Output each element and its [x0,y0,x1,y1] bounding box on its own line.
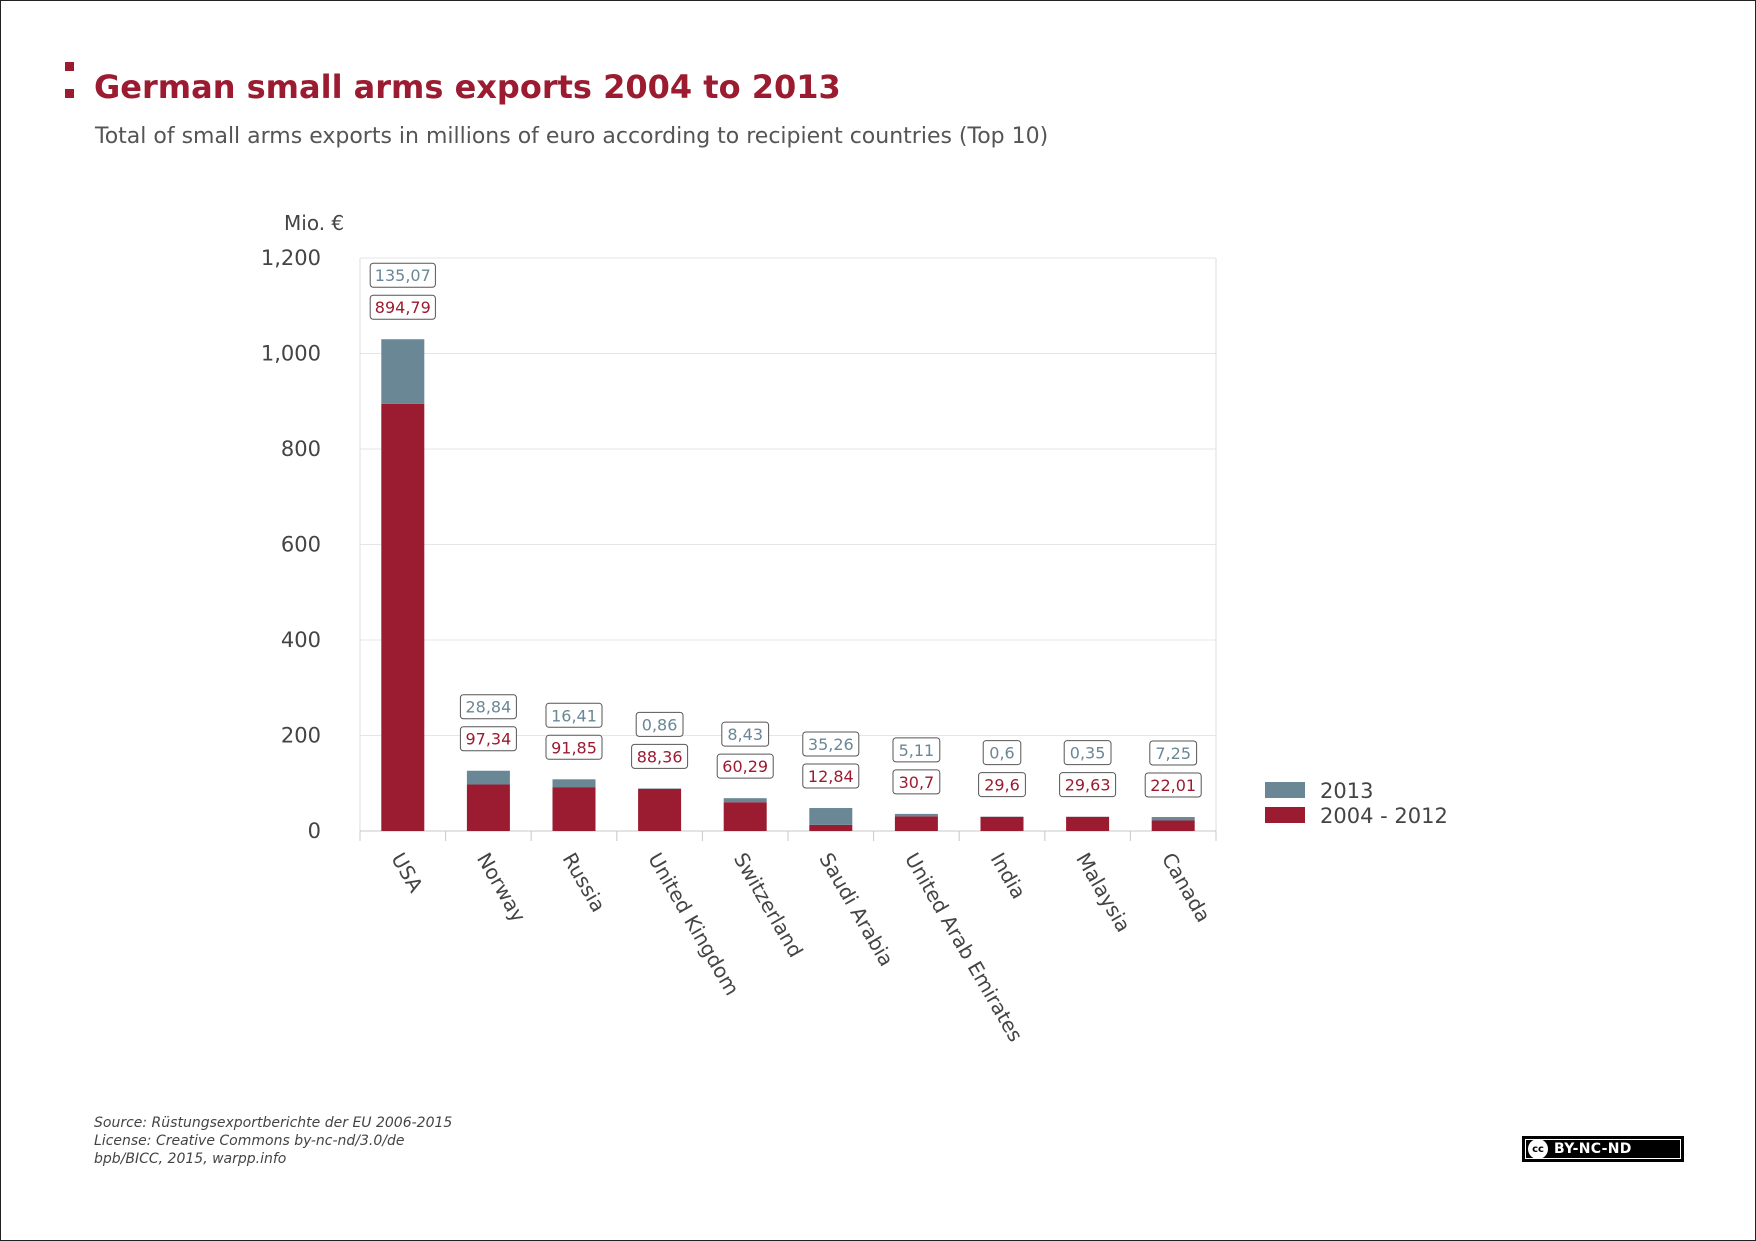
chart-subtitle: Total of small arms exports in millions … [95,124,1049,149]
data-label-2013-box [892,737,941,763]
data-label-2013: 8,43 [727,725,763,744]
y-tick-label: 600 [281,533,321,557]
x-category-label: United Kingdom [643,849,744,1000]
bar-segment-2013 [552,779,596,788]
bar-segment-2004-2012 [552,787,596,831]
x-category-label: USA [386,849,428,897]
data-label-2013-box [459,694,517,720]
data-label-2013-box [802,731,860,757]
title-marker-bottom [65,89,74,98]
data-label-2004-2012-box [978,772,1026,798]
cc-icon: cc [1528,1139,1548,1159]
data-label-2004-2012: 894,79 [375,298,431,317]
bar-segment-2013 [466,770,510,785]
data-label-2004-2012: 29,6 [984,776,1020,795]
bar-segment-2004-2012 [723,802,767,831]
data-label-2004-2012: 29,63 [1065,776,1111,795]
x-category-label: Russia [558,849,611,917]
y-tick-label: 800 [281,437,321,461]
footer-source: Source: Rüstungsexportberichte der EU 20… [94,1115,453,1131]
data-label-2013-box [982,740,1022,766]
bar-segment-2004-2012 [466,784,510,831]
data-label-2013-box [545,702,603,728]
data-label-2013-box [369,262,436,288]
data-label-2013: 35,26 [808,735,854,754]
bar-segment-2004-2012 [1066,816,1110,831]
bar-segment-2013 [1151,817,1195,821]
footer: Source: Rüstungsexportberichte der EU 20… [94,1114,452,1168]
data-label-2004-2012: 88,36 [637,747,683,766]
data-label-2013: 5,11 [899,741,935,760]
data-label-2013: 16,41 [551,706,597,725]
data-label-2004-2012-box [716,753,774,779]
x-category-label: Malaysia [1071,849,1135,937]
data-label-2004-2012: 12,84 [808,767,854,786]
y-tick-label: 200 [281,724,321,748]
bar-segment-2004-2012 [638,788,682,831]
bar-segment-2013 [381,339,425,404]
data-label-2013-box [721,721,770,747]
data-label-2004-2012-box [545,734,603,760]
bar-segment-2013 [723,798,767,803]
data-label-2013-box [1149,740,1198,766]
x-category-label: Norway [472,849,531,927]
data-label-2004-2012-box [369,294,436,320]
data-label-2004-2012-box [802,763,860,789]
data-label-2013: 0,6 [989,744,1014,763]
cc-license-text: BY-NC-ND [1554,1141,1632,1157]
legend-swatch [1265,807,1305,823]
data-label-2004-2012: 22,01 [1150,776,1196,795]
chart-title: German small arms exports 2004 to 2013 [94,68,841,106]
bar-segment-2004-2012 [1151,820,1195,831]
bar-segment-2013 [809,808,853,825]
data-label-2004-2012: 60,29 [722,757,768,776]
data-label-2004-2012: 30,7 [899,773,935,792]
data-label-2013: 0,86 [642,715,678,734]
data-label-2004-2012-box [631,743,689,769]
y-axis-title: Mio. € [284,211,344,235]
x-category-label: Saudi Arabia [814,849,898,971]
bar-segment-2004-2012 [809,824,853,831]
data-label-2004-2012: 91,85 [551,738,597,757]
y-tick-label: 1,000 [261,342,321,366]
x-category-label: Switzerland [729,849,808,962]
data-label-2004-2012-box [1144,772,1202,798]
footer-license: License: Creative Commons by-nc-nd/3.0/d… [94,1133,405,1149]
data-label-2004-2012-box [892,769,941,795]
data-label-2004-2012-box [459,726,517,752]
data-label-2013-box [1063,740,1112,766]
y-tick-label: 400 [281,628,321,652]
bar-segment-2004-2012 [894,816,938,831]
data-label-2013: 28,84 [465,698,511,717]
data-label-2004-2012: 97,34 [465,730,511,749]
data-label-2013: 7,25 [1155,744,1191,763]
bar-segment-2004-2012 [381,403,425,831]
cc-license-badge: cc BY-NC-ND [1522,1136,1684,1162]
legend-swatch [1265,782,1305,798]
bar-segment-2004-2012 [980,816,1024,831]
legend-label: 2004 - 2012 [1320,804,1448,828]
title-marker-top [65,62,74,71]
y-tick-label: 1,200 [261,246,321,270]
bar-segment-2013 [894,813,938,817]
x-category-label: India [986,849,1031,904]
data-label-2013: 0,35 [1070,744,1106,763]
data-label-2004-2012-box [1059,772,1117,798]
data-label-2013: 135,07 [375,266,431,285]
data-label-2013-box [635,711,684,737]
y-tick-label: 0 [308,819,321,843]
x-category-label: Canada [1157,849,1216,927]
legend-label: 2013 [1320,779,1373,803]
footer-credit: bpb/BICC, 2015, warpp.info [94,1151,287,1167]
